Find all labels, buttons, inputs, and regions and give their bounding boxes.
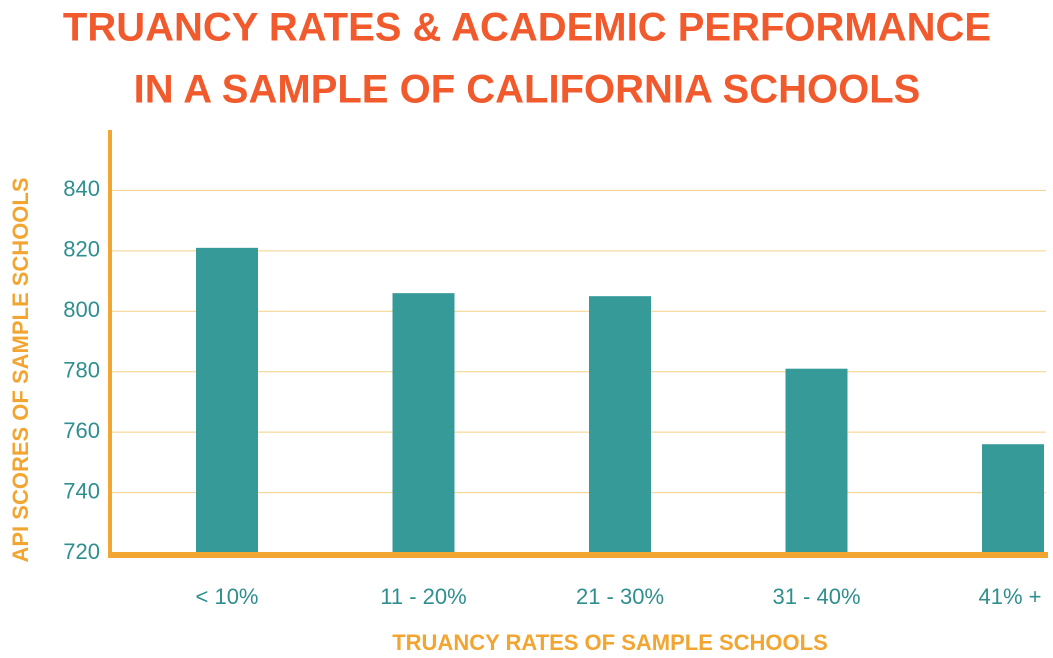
bar [785,368,848,553]
x-tick-label: 41% + [979,584,1042,609]
bar [392,293,455,553]
chart-title: IN A SAMPLE OF CALIFORNIA SCHOOLS [134,68,921,112]
x-tick-label: 31 - 40% [772,584,860,609]
x-axis-label: TRUANCY RATES OF SAMPLE SCHOOLS [392,630,828,655]
y-tick-label: 800 [63,297,100,322]
bar [196,247,258,554]
bar [982,444,1044,553]
y-tick-label: 760 [63,418,100,443]
y-tick-label: 720 [63,539,100,564]
y-tick-label: 780 [63,358,100,383]
y-tick-label: 740 [63,478,100,503]
y-tick-label: 820 [63,237,100,262]
chart-title: TRUANCY RATES & ACADEMIC PERFORMANCE [63,6,991,50]
y-tick-label: 840 [63,176,100,201]
x-tick-label: 21 - 30% [576,584,664,609]
x-tick-label: < 10% [196,584,259,609]
bar [589,296,651,553]
y-axis-label: API SCORES OF SAMPLE SCHOOLS [8,177,33,562]
x-tick-label: 11 - 20% [380,584,466,609]
